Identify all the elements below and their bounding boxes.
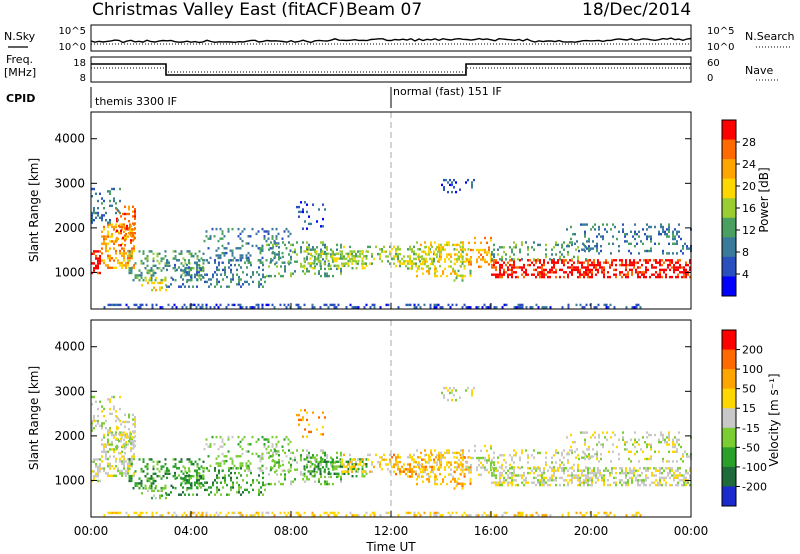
colorbar-tick-label: 8 [742, 246, 749, 259]
y-tick-label: 2000 [54, 429, 85, 443]
power-colorbar: 4 8 12 16 20 24 28 [721, 119, 756, 297]
y-tick-label: 4000 [54, 340, 85, 354]
nsky-panel: N.Sky 10^5 10^0 10^5 10^0 N.Search [4, 24, 795, 53]
nsearch-tick-top: 10^5 [707, 26, 734, 37]
y-tick-label: 3000 [54, 384, 85, 398]
colorbar-tick-label: -100 [742, 461, 767, 474]
colorbar-frame [721, 329, 737, 507]
freq-label: Freq. [6, 53, 33, 66]
colorbar-tick-label: 200 [742, 344, 763, 357]
cpid-mode-themis: themis 3300 IF [95, 95, 177, 108]
y-tick-label: 1000 [54, 473, 85, 487]
nave-series [91, 67, 691, 73]
x-tick-label: 00:00 [74, 524, 109, 538]
colorbar-swatch [722, 447, 736, 468]
freq-tick-top: 18 [73, 58, 86, 69]
colorbar-swatch [722, 408, 736, 429]
velocity-panel: 1000 2000 3000 4000 Slant Range [km] 200 100… [27, 303, 781, 554]
x-tick-label: 16:00 [474, 524, 509, 538]
colorbar-tick-label: 24 [742, 158, 756, 171]
colorbar-swatch [722, 198, 736, 219]
freq-panel: Freq. [MHz] 18 8 60 0 Nave [4, 53, 780, 84]
colorbar-swatch [722, 178, 736, 199]
cpid-panel: CPID themis 3300 IF normal (fast) 151 IF [6, 85, 502, 108]
nave-tick-bottom: 0 [707, 73, 713, 84]
cpid-mode-normal: normal (fast) 151 IF [393, 85, 502, 98]
nsearch-label: N.Search [745, 30, 795, 43]
colorbar-swatch [722, 276, 736, 297]
beam-label: Beam 07 [346, 0, 422, 20]
colorbar-tick-label: 28 [742, 136, 756, 149]
y-tick-label: 2000 [54, 221, 85, 235]
colorbar-tick-label: -15 [742, 422, 760, 435]
time-x-axis: 00:00 04:00 08:00 12:00 16:00 20:00 00:00 [74, 303, 709, 538]
power-y-label: Slant Range [km] [27, 158, 41, 262]
colorbar-swatch [722, 369, 736, 390]
colorbar-swatch [722, 159, 736, 180]
nsky-label: N.Sky [4, 30, 36, 43]
nsky-tick-top: 10^5 [59, 26, 86, 37]
colorbar-tick-label: -200 [742, 480, 767, 493]
colorbar-tick-label: 15 [742, 402, 756, 415]
colorbar-tick-label: 4 [742, 268, 749, 281]
x-tick-label: 04:00 [174, 524, 209, 538]
power-panel: 1000 2000 3000 4000 Slant Range [km] 4 8 12 16… [27, 111, 771, 310]
colorbar-tick-label: 16 [742, 202, 756, 215]
colorbar-swatch [722, 486, 736, 507]
nsky-tick-bottom: 10^0 [59, 42, 86, 53]
x-tick-label: 00:00 [674, 524, 709, 538]
figure-title: Christmas Valley East (fitACF) [92, 0, 345, 20]
colorbar-tick-label: 12 [742, 224, 756, 237]
colorbar-tick-label: 20 [742, 180, 756, 193]
velocity-y-axis: 1000 2000 3000 4000 [54, 340, 691, 487]
colorbar-swatch [722, 217, 736, 238]
velocity-cells [91, 386, 692, 517]
colorbar-swatch [722, 120, 736, 141]
colorbar-swatch [722, 256, 736, 277]
velocity-y-label: Slant Range [km] [27, 366, 41, 470]
colorbar-swatch [722, 466, 736, 487]
velocity-colorbar-label: Velocity [m s⁻¹] [767, 373, 781, 466]
colorbar-swatch [722, 388, 736, 409]
freq-series [91, 63, 691, 76]
time-x-label: Time UT [365, 540, 416, 554]
colorbar-tick-label: -50 [742, 441, 760, 454]
y-tick-label: 3000 [54, 176, 85, 190]
x-tick-label: 20:00 [574, 524, 609, 538]
colorbar-swatch [722, 237, 736, 258]
velocity-colorbar: 200 100 50 15 -15 -50 -100 -200 [721, 329, 767, 507]
power-cells [91, 178, 692, 309]
freq-tick-bottom: 8 [80, 73, 86, 84]
colorbar-swatch [722, 349, 736, 370]
y-tick-label: 4000 [54, 132, 85, 146]
nave-tick-top: 60 [707, 58, 720, 69]
freq-unit-label: [MHz] [4, 66, 36, 79]
y-tick-label: 1000 [54, 265, 85, 279]
x-tick-label: 08:00 [274, 524, 309, 538]
power-y-axis: 1000 2000 3000 4000 [54, 132, 691, 279]
colorbar-tick-label: 100 [742, 363, 763, 376]
colorbar-tick-label: 50 [742, 383, 756, 396]
nave-label: Nave [745, 64, 773, 77]
nsearch-tick-bottom: 10^0 [707, 42, 734, 53]
colorbar-swatch [722, 139, 736, 160]
colorbar-swatch [722, 330, 736, 351]
x-tick-label: 12:00 [374, 524, 409, 538]
power-colorbar-label: Power [dB] [757, 167, 771, 232]
cpid-label: CPID [6, 92, 35, 105]
date-label: 18/Dec/2014 [582, 0, 691, 20]
nsky-series [90, 37, 692, 44]
colorbar-swatch [722, 427, 736, 448]
